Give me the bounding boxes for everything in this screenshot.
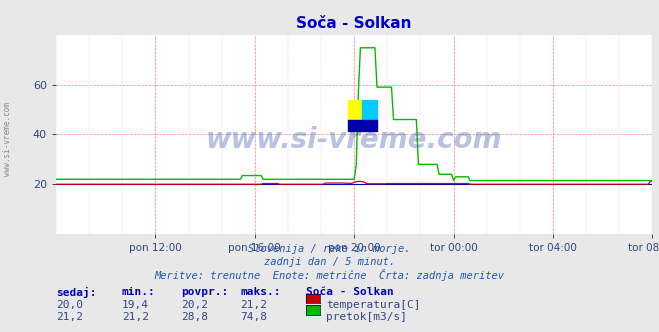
Text: maks.:: maks.: xyxy=(241,287,281,297)
Text: Meritve: trenutne  Enote: metrične  Črta: zadnja meritev: Meritve: trenutne Enote: metrične Črta: … xyxy=(154,269,505,281)
Text: povpr.:: povpr.: xyxy=(181,287,229,297)
Bar xyxy=(348,100,362,120)
Text: pretok[m3/s]: pretok[m3/s] xyxy=(326,312,407,322)
Text: 21,2: 21,2 xyxy=(122,312,149,322)
Bar xyxy=(362,100,377,120)
Text: www.si-vreme.com: www.si-vreme.com xyxy=(3,103,13,176)
Text: min.:: min.: xyxy=(122,287,156,297)
Text: 74,8: 74,8 xyxy=(241,312,268,322)
Title: Soča - Solkan: Soča - Solkan xyxy=(297,16,412,31)
Text: 21,2: 21,2 xyxy=(56,312,83,322)
Text: zadnji dan / 5 minut.: zadnji dan / 5 minut. xyxy=(264,257,395,267)
Text: 21,2: 21,2 xyxy=(241,300,268,310)
Text: Slovenija / reke in morje.: Slovenija / reke in morje. xyxy=(248,244,411,254)
Bar xyxy=(348,120,377,131)
Text: 28,8: 28,8 xyxy=(181,312,208,322)
Text: Soča - Solkan: Soča - Solkan xyxy=(306,287,394,297)
Text: www.si-vreme.com: www.si-vreme.com xyxy=(206,126,502,154)
Text: 19,4: 19,4 xyxy=(122,300,149,310)
Text: temperatura[C]: temperatura[C] xyxy=(326,300,420,310)
Text: sedaj:: sedaj: xyxy=(56,287,96,298)
Text: 20,2: 20,2 xyxy=(181,300,208,310)
Text: 20,0: 20,0 xyxy=(56,300,83,310)
